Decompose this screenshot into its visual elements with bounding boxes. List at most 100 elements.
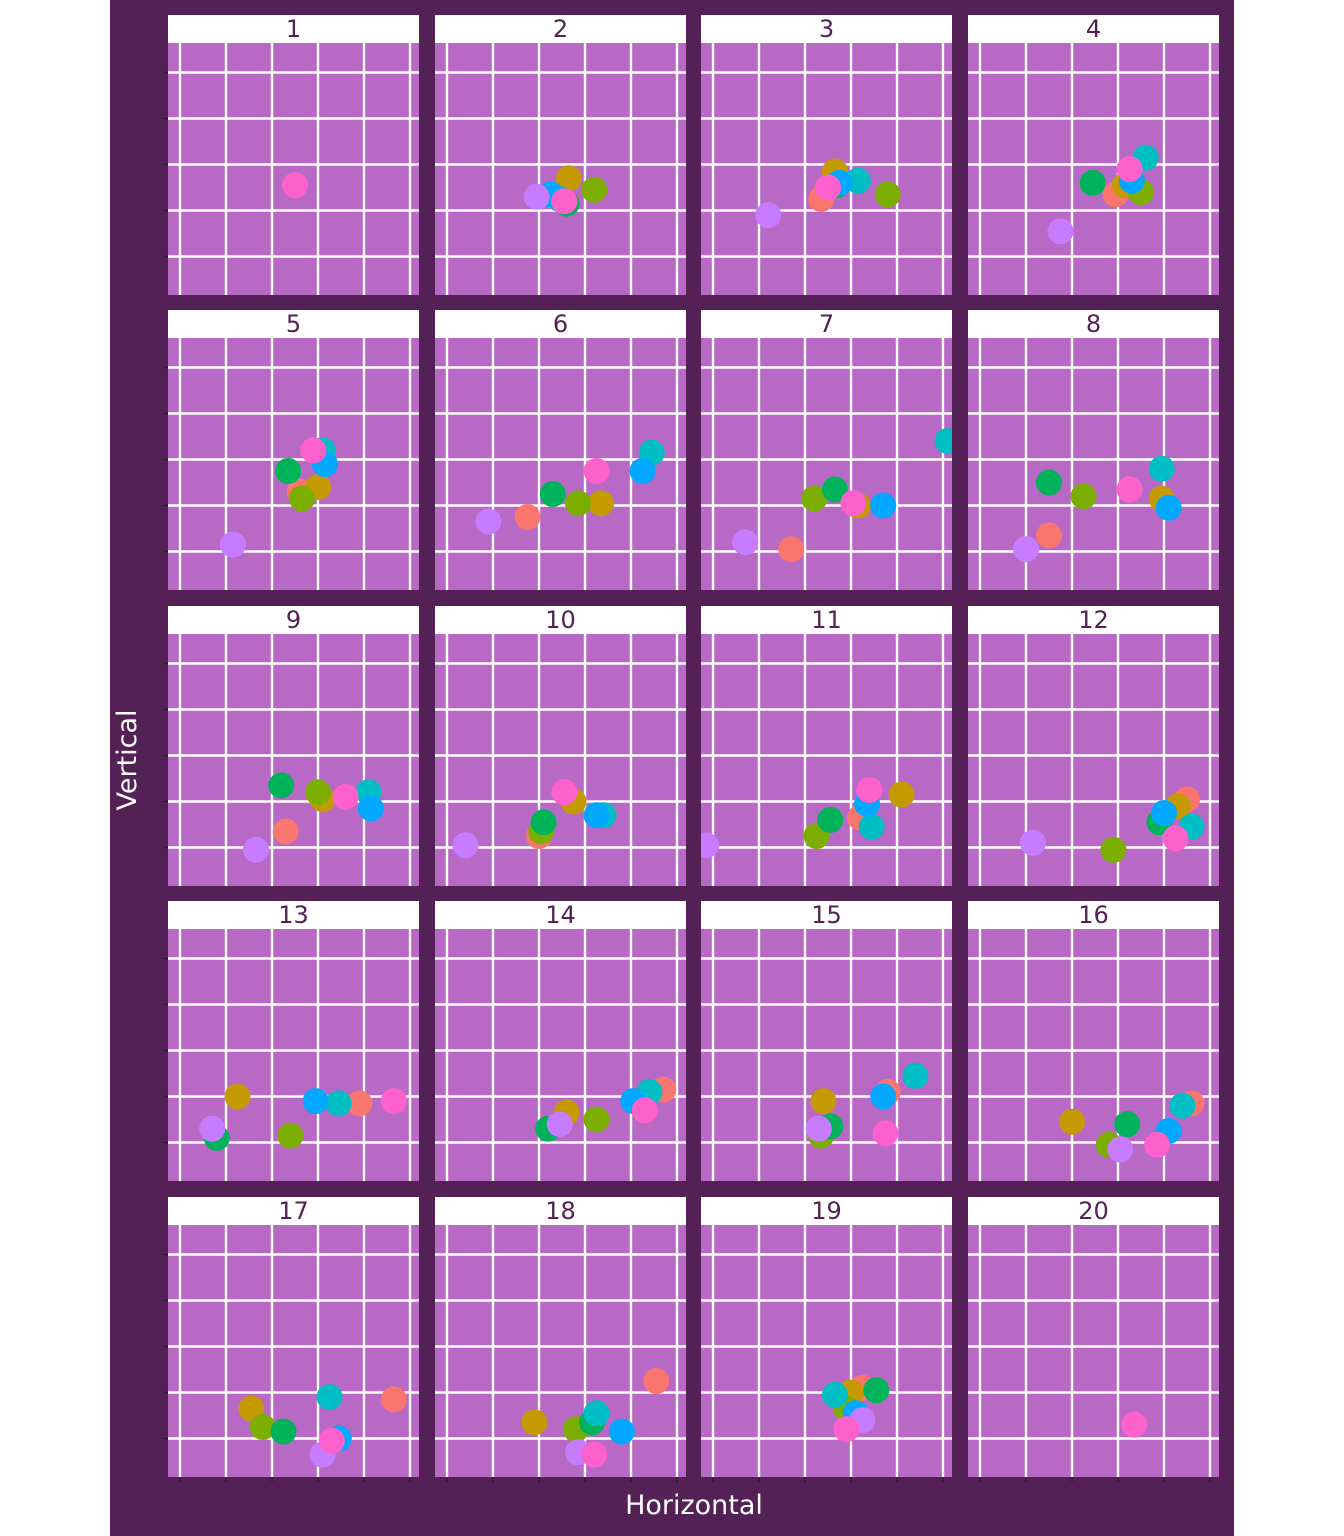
data-point [805,1115,832,1142]
facet-strip [968,310,1219,338]
data-point [874,181,901,208]
facet-strip-label: 13 [278,901,309,929]
data-point [629,458,656,484]
data-point [288,485,315,512]
data-point [732,529,759,556]
facet-strip [701,606,952,634]
panel-points [701,777,915,859]
facet-panel-12: 12 [968,606,1219,886]
facet-strip-label: 3 [819,15,834,43]
panel-background [968,43,1219,295]
data-point [1116,156,1143,183]
facet-strip-label: 7 [819,310,834,338]
panel-points [732,428,952,563]
data-point [821,476,848,503]
data-point [199,1115,226,1142]
facet-strip-label: 12 [1078,606,1109,634]
panel-points [1013,455,1182,563]
facet-panel-2: 2 [435,15,686,295]
facet-strip-label: 6 [553,310,568,338]
panel-grid [435,929,686,1181]
facet-strip-label: 15 [811,901,842,929]
facet-panel-8: 8 [968,310,1219,590]
data-point [346,1090,373,1117]
data-point [1144,1131,1171,1158]
facet-panel-3: 3 [701,15,952,295]
data-point [778,536,805,563]
panel-grid [435,43,686,295]
panel-points [238,1384,407,1468]
panel-background [435,929,686,1181]
facet-strip [701,1197,952,1225]
data-point [325,1090,352,1117]
facet-strip [435,15,686,43]
data-point [332,783,359,810]
data-point [801,485,828,512]
data-point [1169,1092,1196,1119]
facet-panel-13: 13 [163,901,419,1181]
facet-strip [701,15,952,43]
facet-strip-label: 18 [545,1197,576,1225]
facet-panel-19: 19 [701,1197,952,1482]
panel-points [535,1076,677,1142]
data-point [840,490,867,517]
data-point [581,176,608,203]
facet-strip [701,310,952,338]
panel-points [821,1374,890,1443]
data-point [242,836,269,863]
data-point [817,806,844,833]
panel-grid [168,929,419,1181]
panel-points [452,779,617,859]
data-point [1070,483,1097,510]
facet-strip-label: 4 [1086,15,1101,43]
facet-strip [168,606,419,634]
facet-strip [701,901,952,929]
facet-strip-label: 10 [545,606,576,634]
facet-strip [968,15,1219,43]
panel-background [701,1225,952,1477]
data-point [219,531,246,558]
data-point [872,1120,899,1147]
panel-grid [168,43,419,295]
data-point [1107,1136,1134,1163]
data-point [539,481,566,507]
panel-points [242,772,384,863]
data-point [583,1400,610,1427]
facet-panel-15: 15 [701,901,952,1181]
facet-panel-1: 1 [163,15,419,295]
data-point [858,813,885,840]
y-axis-label: Vertical [112,709,143,810]
data-point [934,428,952,455]
data-point [551,779,578,806]
panel-points [282,172,308,199]
data-point [1100,836,1127,863]
x-axis-label: Horizontal [625,1490,763,1521]
facet-strip-label: 17 [278,1197,309,1225]
facet-strip [435,606,686,634]
data-point [588,490,615,517]
data-point [275,458,302,484]
facet-strip [168,901,419,929]
data-point [1013,536,1039,563]
panel-grid [701,338,952,590]
panel-points [805,1062,929,1149]
data-point [833,1416,860,1443]
panel-grid [968,43,1219,295]
facet-strip [968,606,1219,634]
data-point [583,1106,610,1133]
data-point [1151,800,1177,826]
data-point [530,809,557,836]
data-point [856,777,883,803]
panel-points [1059,1090,1205,1163]
facet-strip-label: 8 [1086,310,1101,338]
panel-grid [701,929,952,1181]
data-point [870,492,897,519]
data-point [380,1386,407,1413]
facet-strip [435,901,686,929]
facet-strip-label: 16 [1078,901,1109,929]
facet-strip [435,310,686,338]
panel-points [199,1083,407,1151]
data-point [475,508,502,535]
facet-panel-18: 18 [435,1197,686,1482]
data-point [272,818,299,845]
